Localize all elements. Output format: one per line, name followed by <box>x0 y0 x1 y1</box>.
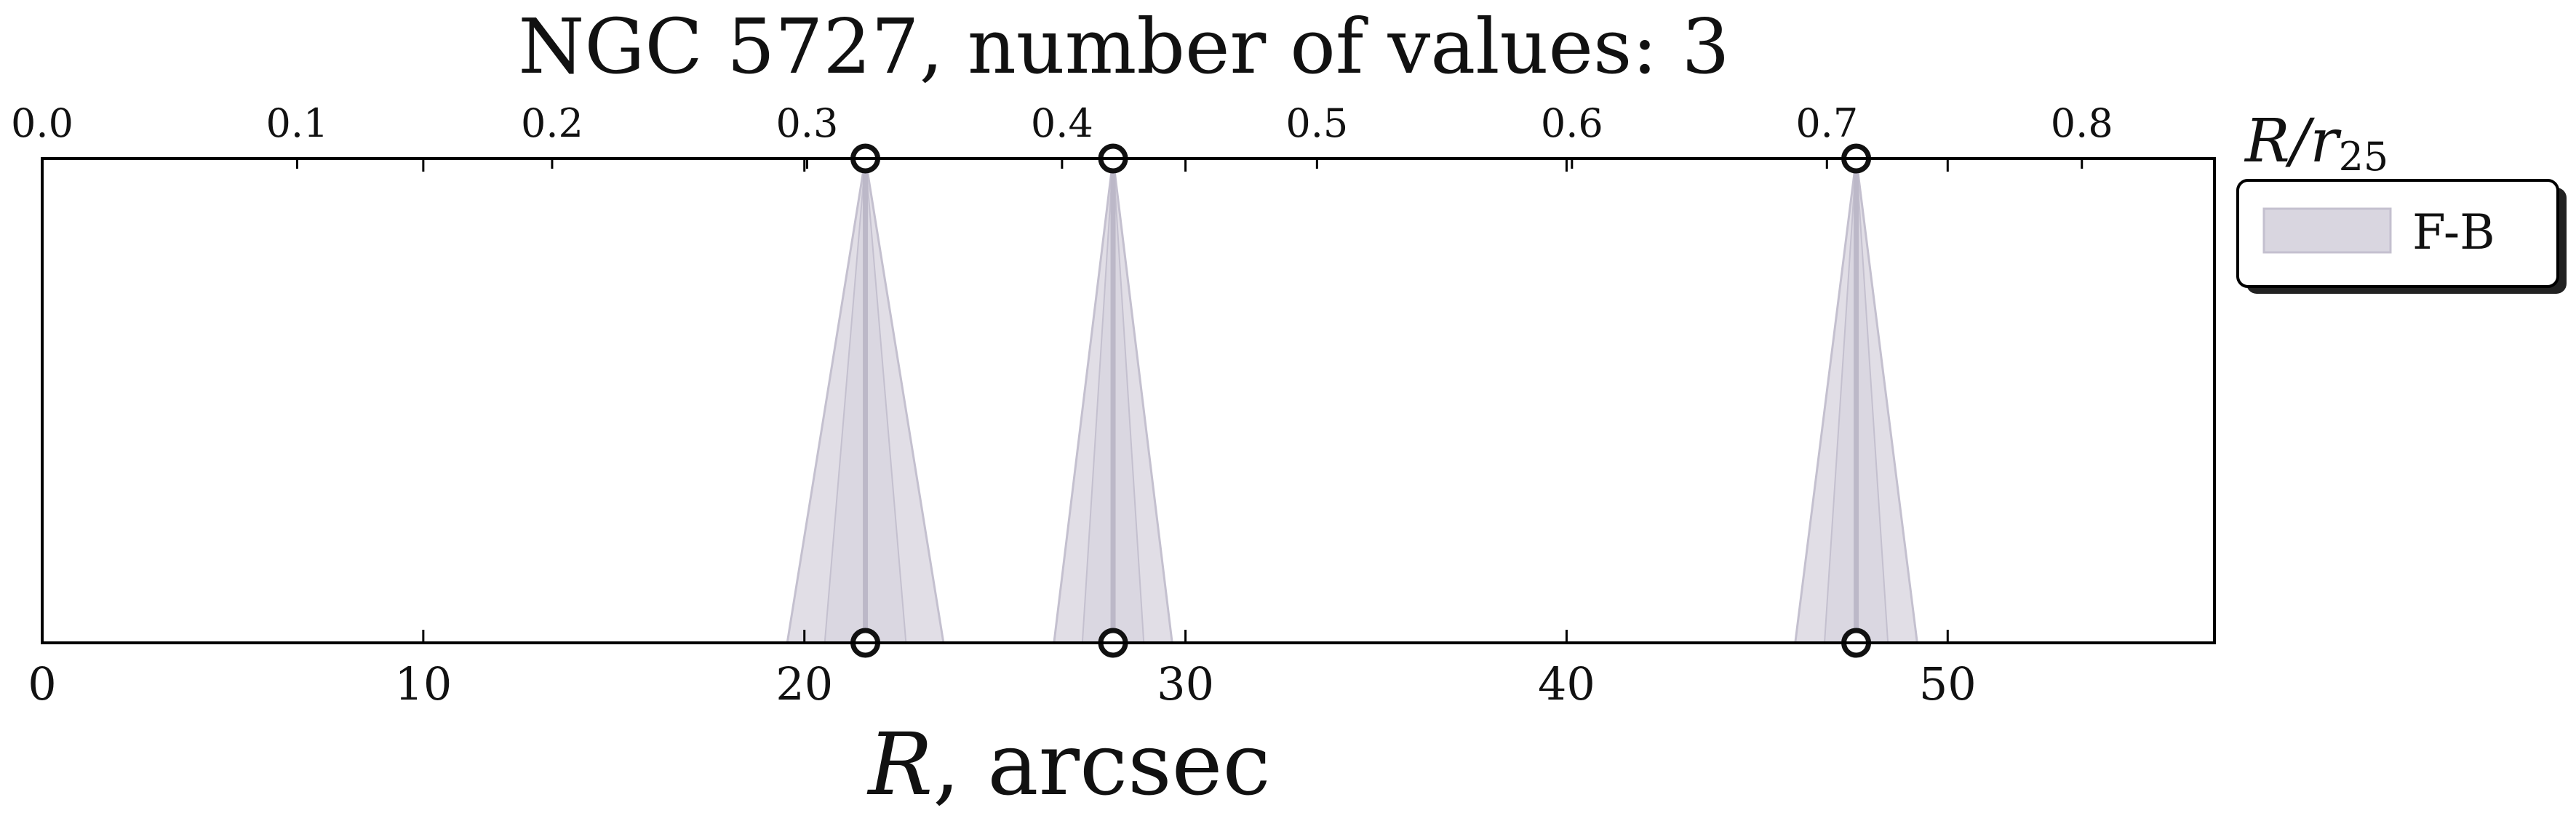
top-axis-ticks: 0.0 0.1 0.2 0.3 0.4 0.5 0.6 0.7 0.8 <box>11 100 2113 169</box>
top-axis-label-main: R/r <box>2244 107 2342 176</box>
top-tick-label: 0.8 <box>2051 100 2113 146</box>
series-layer <box>786 143 1919 658</box>
bottom-tick-label: 10 <box>394 657 452 710</box>
chart-title: NGC 5727, number of values: 3 <box>518 2 1729 91</box>
x-axis-label-symbol: R <box>866 714 933 814</box>
top-tick-label: 0.2 <box>521 100 583 146</box>
bottom-tick-label: 20 <box>775 657 833 710</box>
bottom-tick-label: 50 <box>1919 657 1977 710</box>
legend: F-B <box>2236 179 2567 294</box>
top-tick-label: 0.1 <box>266 100 329 146</box>
top-axis-label-subscript: 25 <box>2339 134 2389 180</box>
x-axis-label: R, arcsec <box>866 714 1270 814</box>
plot-frame <box>41 157 2216 644</box>
legend-swatch <box>2262 207 2392 254</box>
top-tick-label: 0.4 <box>1031 100 1093 146</box>
top-tick-label: 0.6 <box>1541 100 1603 146</box>
bottom-tick-label: 40 <box>1538 657 1595 710</box>
bottom-tick-label: 0 <box>28 657 56 710</box>
legend-box <box>2236 179 2559 288</box>
x-axis-label-unit: , arcsec <box>933 714 1270 814</box>
top-tick-label: 0.7 <box>1795 100 1858 146</box>
legend-label: F-B <box>2412 204 2495 260</box>
top-tick-label: 0.3 <box>775 100 838 146</box>
bottom-axis-ticks: 0 10 20 30 40 50 <box>28 159 1977 710</box>
bottom-tick-label: 30 <box>1157 657 1214 710</box>
top-axis-label: R/r25 <box>2244 107 2388 180</box>
top-tick-label: 0.5 <box>1285 100 1348 146</box>
top-tick-label: 0.0 <box>11 100 73 146</box>
